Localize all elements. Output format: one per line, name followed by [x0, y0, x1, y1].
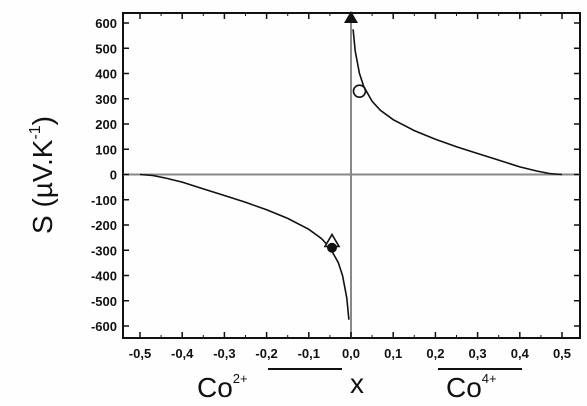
x-tick-label: 0,4: [511, 346, 530, 361]
y-axis-title: S (µV.K-1): [27, 116, 58, 234]
y-tick-label: -100: [91, 193, 117, 208]
x-axis-title: x: [350, 368, 364, 399]
y-tick-label: -400: [91, 269, 117, 284]
y-tick-label: 100: [95, 142, 117, 157]
series-line-1: [139, 173, 350, 320]
ion-label-right: Co4+: [446, 371, 497, 403]
ion-label-right-sup: 4+: [482, 371, 497, 386]
x-tick-label: 0,2: [426, 346, 444, 361]
marker-open-circle: [352, 84, 367, 98]
x-tick-label: -0,1: [298, 346, 320, 361]
ion-label-left-base: Co: [197, 372, 233, 403]
y-tick-label: -200: [91, 218, 117, 233]
y-tick-label: -500: [91, 294, 117, 309]
y-tick-label: 400: [95, 67, 117, 82]
marker-filled-circle: [327, 242, 338, 253]
x-tick-label: -0,2: [255, 346, 277, 361]
y-tick-label: 200: [95, 117, 117, 132]
x-tick-label: 0,3: [469, 346, 487, 361]
tick-group: [123, 13, 580, 338]
y-tick-label: -300: [91, 243, 117, 258]
ion-label-left: Co2+: [197, 371, 248, 403]
x-tick-labels: -0,5 -0,4 -0,3 -0,2 -0,1 0,0 0,1 0,2 0,3 0,4 0,5: [129, 346, 571, 361]
y-tick-labels: 600 500 400 300 200 100 0 -100 -200 -300 -400 -500 -…: [91, 16, 117, 334]
y-tick-label: 500: [95, 41, 117, 56]
x-tick-label: 0,1: [384, 346, 402, 361]
x-tick-label: 0,5: [553, 346, 571, 361]
x-tick-label: 0,0: [342, 346, 360, 361]
y-tick-label: -600: [91, 319, 117, 334]
marker-group: [323, 10, 367, 253]
y-axis-title-sup: -1: [27, 125, 44, 139]
reference-lines: [123, 13, 580, 338]
ion-label-right-base: Co: [446, 372, 482, 403]
y-tick-label: 300: [95, 92, 117, 107]
y-axis-title-close: ): [27, 116, 58, 125]
x-tick-label: -0,3: [213, 346, 235, 361]
ion-label-left-sup: 2+: [233, 371, 248, 386]
y-tick-label: 600: [95, 16, 117, 31]
y-axis-title-main: S (µV.K: [27, 139, 58, 234]
x-tick-label: -0,5: [129, 346, 151, 361]
y-tick-label: 0: [110, 168, 117, 183]
x-tick-label: -0,4: [171, 346, 194, 361]
marker-filled-triangle: [344, 10, 358, 23]
curve-group: [139, 29, 563, 320]
series-line-2: [352, 29, 563, 176]
